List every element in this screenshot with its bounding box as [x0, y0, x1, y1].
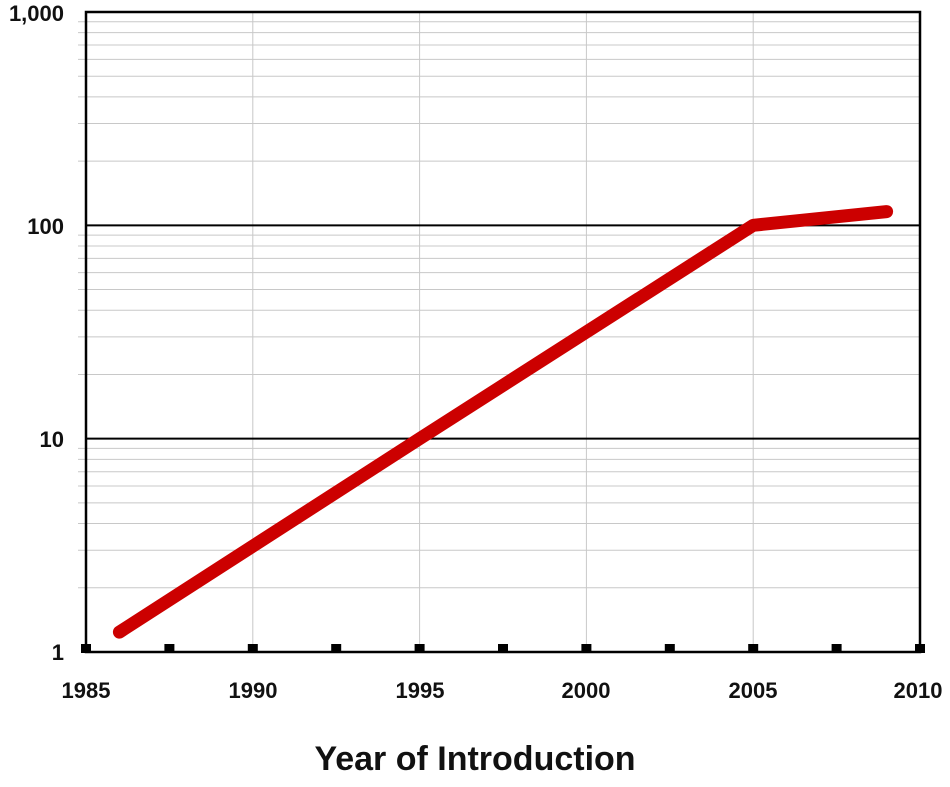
x-tick-mark: [581, 644, 592, 653]
minor-gridlines: [78, 12, 920, 652]
y-tick-100: 100: [27, 214, 64, 239]
x-tick-2000: 2000: [562, 678, 611, 703]
major-gridlines: [86, 224, 920, 440]
x-tick-mark: [164, 644, 175, 653]
x-tick-mark: [498, 644, 508, 653]
x-tick-marks: [81, 644, 925, 653]
x-tick-mark: [414, 644, 425, 653]
x-tick-mark: [831, 644, 842, 653]
plot-frame: [84, 10, 922, 654]
y-tick-1000: 1,000: [9, 1, 64, 26]
x-tick-mark: [915, 644, 925, 653]
x-tick-2005: 2005: [729, 678, 778, 703]
x-tick-1985: 1985: [62, 678, 111, 703]
x-tick-mark: [748, 644, 759, 653]
x-tick-mark: [247, 644, 258, 653]
x-tick-mark: [664, 644, 675, 653]
x-axis-title: Year of Introduction: [314, 740, 635, 778]
x-tick-labels: 1985 1990 1995 2000 2005 2010: [62, 678, 943, 703]
y-tick-1: 1: [52, 640, 64, 665]
x-tick-mark: [331, 644, 342, 653]
x-tick-1990: 1990: [229, 678, 278, 703]
data-line: [112, 205, 894, 639]
x-tick-1995: 1995: [396, 678, 445, 703]
y-tick-labels: 1 10 100 1,000: [9, 1, 64, 665]
x-tick-mark: [81, 644, 91, 653]
y-tick-10: 10: [40, 427, 64, 452]
x-tick-2010: 2010: [894, 678, 943, 703]
